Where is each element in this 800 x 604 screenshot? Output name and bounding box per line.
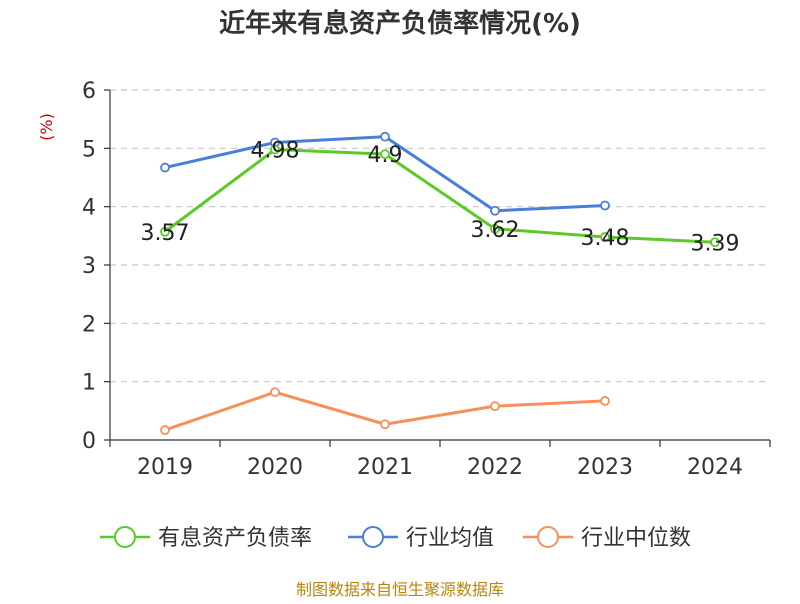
legend-item: 行业中位数 (523, 526, 691, 551)
x-tick-label: 2022 (467, 455, 523, 480)
y-tick-label: 3 (82, 254, 96, 279)
data-label: 3.57 (141, 221, 190, 246)
y-tick-label: 4 (82, 196, 96, 221)
x-tick-label: 2021 (357, 455, 413, 480)
x-tick-label: 2024 (687, 455, 743, 480)
data-point (380, 419, 390, 430)
data-label: 4.9 (368, 143, 403, 168)
data-point (490, 223, 500, 234)
legend-marker (114, 526, 136, 548)
data-point (380, 149, 390, 160)
series-2 (160, 387, 610, 435)
y-tick-label: 2 (82, 312, 96, 337)
data-point (600, 200, 610, 211)
series-0 (160, 144, 720, 248)
y-tick-label: 0 (82, 429, 96, 454)
series-line (163, 148, 717, 244)
y-axis-unit-label: (%) (37, 113, 56, 141)
data-labels: 3.57 4.98 4.9 3.62 3.48 3.39 (141, 139, 740, 257)
data-point (270, 387, 280, 398)
data-label: 3.39 (691, 231, 740, 256)
data-point (160, 425, 170, 435)
data-label: 3.62 (471, 218, 520, 243)
series-lines (160, 131, 720, 435)
x-tick-label: 2019 (137, 455, 193, 480)
data-point (490, 205, 500, 216)
legend-label: 有息资产负债率 (158, 526, 312, 551)
data-label: 4.98 (251, 139, 300, 164)
data-point (160, 162, 170, 173)
data-point (160, 226, 170, 237)
data-point (270, 144, 280, 155)
y-tick-label: 6 (82, 79, 96, 104)
data-point (600, 396, 610, 406)
data-point (490, 401, 500, 412)
data-point (380, 131, 390, 142)
legend-marker (537, 526, 559, 548)
grid-lines (110, 89, 770, 383)
legend-marker (362, 526, 384, 548)
x-tick-label: 2020 (247, 455, 303, 480)
legend-label: 行业中位数 (581, 526, 691, 551)
legend-item: 有息资产负债率 (100, 526, 312, 551)
data-point (710, 237, 720, 248)
data-point (600, 232, 610, 242)
legend: 有息资产负债率 行业均值 行业中位数 (100, 526, 691, 551)
axes: 0 1 2 3 4 5 6 2019 2020 2021 2022 2023 2024 (82, 79, 771, 480)
chart-title: 近年来有息资产负债率情况(%) (219, 8, 581, 39)
legend-label: 行业均值 (406, 526, 494, 551)
x-tick-label: 2023 (577, 455, 633, 480)
y-tick-label: 5 (82, 137, 96, 162)
series-1 (160, 131, 610, 216)
source-footer: 制图数据来自恒生聚源数据库 (296, 580, 504, 599)
y-tick-label: 1 (82, 371, 96, 396)
legend-item: 行业均值 (348, 526, 494, 551)
data-label: 3.48 (581, 226, 630, 251)
